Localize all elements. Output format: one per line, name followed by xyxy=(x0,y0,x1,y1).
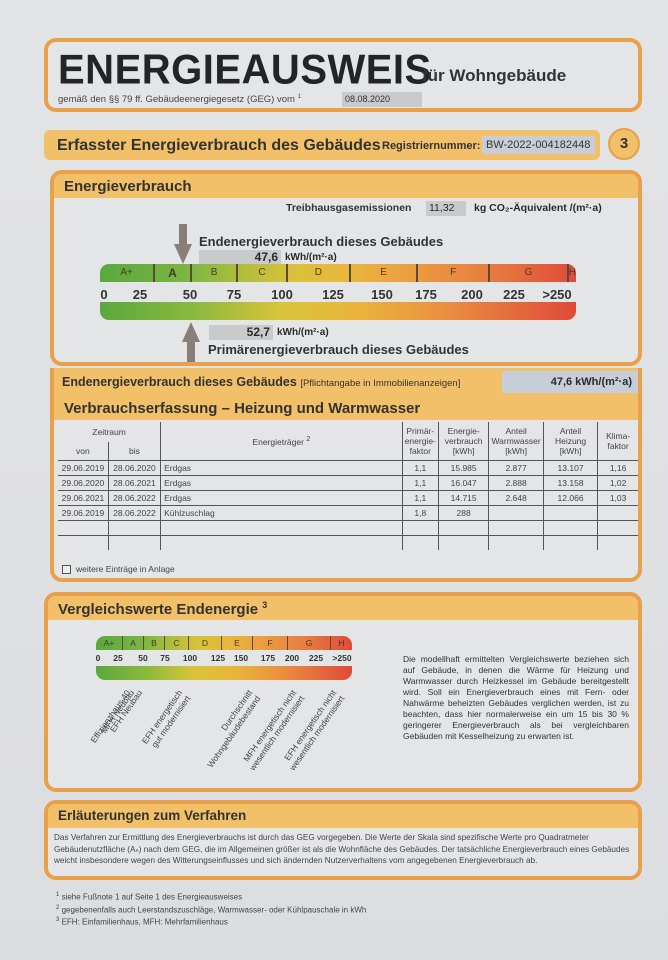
header-hot-water: Anteil Warmwasser [kWh] xyxy=(488,422,544,460)
more-entries-checkbox[interactable] xyxy=(62,564,71,574)
header-consumption: Energie-verbrauch [kWh] xyxy=(437,422,489,460)
explanation-panel: Erläuterungen zum Verfahren Das Verfahre… xyxy=(44,800,642,880)
more-entries-label: weitere Einträge in Anlage xyxy=(76,564,175,574)
comparison-explanation: Die modellhaft ermittelten Vergleichswer… xyxy=(403,654,629,741)
efficiency-scale-classes: A+ A B C D E F G H xyxy=(100,264,576,282)
ghg-value: 11,32 xyxy=(426,201,466,216)
final-energy-summary: Endenergieverbrauch dieses Gebäudes [Pfl… xyxy=(50,368,642,396)
scale-class: C xyxy=(238,264,288,282)
certificate-header: ENERGIEAUSWEIS für Wohngebäude gemäß den… xyxy=(44,38,642,112)
efficiency-scale-gradient xyxy=(100,302,576,320)
scale-class: B xyxy=(192,264,239,282)
scale-class: F xyxy=(418,264,491,282)
law-date-field: 08.08.2020 xyxy=(342,92,422,107)
scale-class: G xyxy=(490,264,569,282)
arrow-down-icon xyxy=(174,224,192,264)
header-to: bis xyxy=(107,442,161,460)
explanation-text: Das Verfahren zur Ermittlung des Energie… xyxy=(54,833,630,865)
section-title: Erfasster Energieverbrauch des Gebäudes xyxy=(57,137,381,154)
final-energy-value: 47,6 xyxy=(199,250,281,265)
certificate-subtitle: für Wohngebäude xyxy=(422,66,567,85)
section-title-bar: Erfasster Energieverbrauch des Gebäudes … xyxy=(44,130,600,160)
ghg-unit: kg CO₂-Äquivalent /(m²·a) xyxy=(474,202,602,214)
comparison-heading: Vergleichswerte Endenergie 3 xyxy=(48,596,638,620)
energy-consumption-panel: Energieverbrauch Treibhausgasemissionen … xyxy=(50,170,642,366)
registration-number: BW-2022-004182448 xyxy=(482,136,595,154)
scale-class: A xyxy=(155,264,192,282)
footnote: 3 EFH: Einfamilienhaus, MFH: Mehrfamilie… xyxy=(56,917,228,927)
header-heating: Anteil Heizung [kWh] xyxy=(542,422,598,460)
footnote: 1 siehe Fußnote 1 auf Seite 1 des Energi… xyxy=(56,892,243,902)
footnotes: 1 siehe Fußnote 1 auf Seite 1 des Energi… xyxy=(56,890,366,928)
final-energy-summary-note: [Pflichtangabe in Immobilienanzeigen] xyxy=(300,378,461,389)
table-row: 29.06.2020 28.06.2021 Erdgas 1,1 16.047 2.888… xyxy=(58,474,638,490)
comparison-scale-ticks: 0 25 50 75 100 125 150 175 200 225 >250 xyxy=(95,653,352,663)
law-reference: gemäß den §§ 79 ff. Gebäudeenergiegesetz… xyxy=(58,94,301,106)
table-row: 29.06.2019 28.06.2022 Kühlzuschlag 1,8 288 xyxy=(58,504,638,520)
explanation-heading: Erläuterungen zum Verfahren xyxy=(48,804,638,828)
final-energy-summary-value: 47,6 kWh/(m²·a) xyxy=(502,371,638,393)
final-energy-summary-label: Endenergieverbrauch dieses Gebäudes xyxy=(62,375,297,389)
comparison-panel: Vergleichswerte Endenergie 3 A+ A B C D … xyxy=(44,592,642,792)
energy-consumption-heading: Energieverbrauch xyxy=(54,174,638,198)
arrow-up-icon xyxy=(182,322,200,362)
header-primary-factor: Primär-energie-faktor xyxy=(401,422,439,460)
registration-label: Registriernummer: xyxy=(382,140,481,152)
table-row xyxy=(58,519,638,535)
efficiency-scale-ticks: 0 25 50 75 100 125 150 175 200 225 >250 xyxy=(100,287,572,302)
final-energy-label: Endenergieverbrauch dieses Gebäudes xyxy=(199,234,444,249)
header-period: Zeitraum xyxy=(92,427,126,437)
footnote: 2 gegebenenfalls auch Leerstandszuschläg… xyxy=(56,904,367,915)
primary-energy-value: 52,7 xyxy=(209,325,273,340)
scale-class: H xyxy=(568,267,576,278)
scale-class: D xyxy=(288,264,352,282)
primary-energy-label: Primärenergieverbrauch dieses Gebäudes xyxy=(208,342,469,357)
consumption-record-panel: Verbrauchserfassung – Heizung und Warmwa… xyxy=(50,396,642,582)
certificate-title: ENERGIEAUSWEIS xyxy=(58,46,432,94)
consumption-record-heading: Verbrauchserfassung – Heizung und Warmwa… xyxy=(54,396,638,420)
comparison-scale-classes: A+ A B C D E F G H xyxy=(96,636,352,650)
header-energy-carrier: Energieträger 2 xyxy=(160,422,403,460)
scale-class: A+ xyxy=(100,264,155,282)
table-row: 29.06.2019 28.06.2020 Erdgas 1,1 15.985 2.877… xyxy=(58,459,638,475)
header-climate-factor: Klima-faktor xyxy=(597,422,638,460)
ghg-label: Treibhausgasemissionen xyxy=(286,202,412,214)
scale-class: E xyxy=(351,264,419,282)
more-entries-option[interactable]: weitere Einträge in Anlage xyxy=(62,564,175,574)
consumption-table: Zeitraum Energieträger 2 Primär-energie-… xyxy=(58,422,638,550)
table-row xyxy=(58,534,638,550)
header-from: von xyxy=(76,445,90,456)
primary-energy-unit: kWh/(m²·a) xyxy=(277,327,329,338)
comparison-scale-gradient xyxy=(96,666,352,680)
table-row: 29.06.2021 28.06.2022 Erdgas 1,1 14.715 2.648… xyxy=(58,489,638,505)
final-energy-unit: kWh/(m²·a) xyxy=(285,252,337,263)
page-number-badge: 3 xyxy=(608,128,640,160)
